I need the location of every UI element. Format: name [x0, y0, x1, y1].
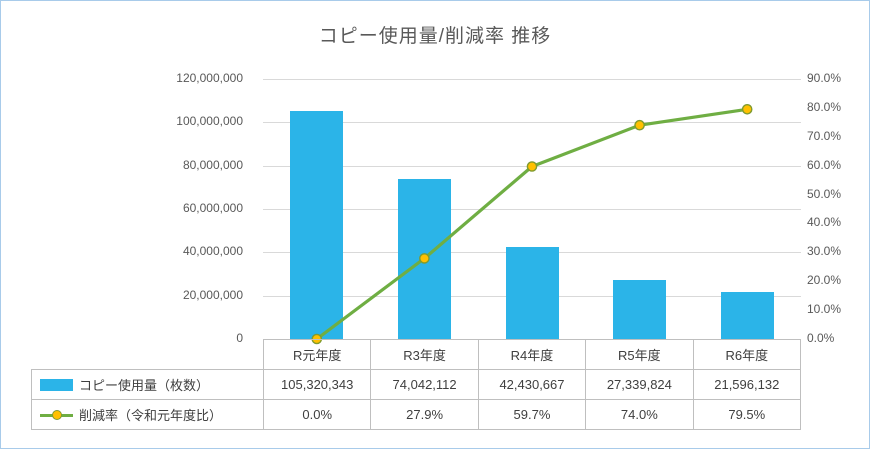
legend-label: 削減率（令和元年度比）	[79, 407, 223, 423]
gridline	[263, 79, 801, 80]
category-row: R元年度 R3年度 R4年度 R5年度 R6年度	[32, 339, 802, 370]
left-axis-tick: 40,000,000	[182, 244, 243, 259]
right-axis-tick: 40.0%	[807, 215, 842, 230]
bar	[613, 279, 667, 339]
right-axis-tick: 20.0%	[807, 273, 842, 288]
line-marker-icon	[419, 253, 430, 264]
marker-icon	[51, 409, 62, 420]
bar	[290, 110, 344, 339]
bar-legend-swatch	[40, 378, 73, 391]
line-marker-icon	[741, 103, 753, 115]
right-axis-tick: 0.0%	[807, 331, 835, 345]
left-axis: 0 20,000,000 40,000,000 60,000,000 80,000,00…	[151, 71, 251, 345]
left-axis-tick: 20,000,000	[182, 287, 243, 302]
line-legend-swatch	[40, 409, 73, 421]
legend-cell: 削減率（令和元年度比）	[31, 398, 264, 430]
line-marker-icon	[634, 119, 645, 131]
value-cell: 27,339,824	[585, 368, 694, 400]
left-axis-tick: 80,000,000	[182, 157, 243, 172]
bar	[505, 247, 559, 339]
category-label: R4年度	[477, 339, 587, 370]
right-axis-tick: 90.0%	[807, 71, 842, 85]
right-axis-tick: 30.0%	[807, 244, 842, 259]
table-row: コピー使用量（枚数） 105,320,343 74,042,112 42,430,66…	[31, 368, 802, 400]
left-axis-tick: 0	[236, 331, 243, 345]
value-cell: 59.7%	[477, 398, 587, 430]
gridline	[263, 122, 801, 124]
right-axis-tick: 60.0%	[807, 157, 842, 172]
line-marker-icon	[526, 161, 538, 172]
legend-label: コピー使用量（枚数）	[79, 377, 210, 393]
left-axis-tick: 120,000,000	[176, 71, 243, 85]
line-series	[311, 103, 753, 345]
category-label: R6年度	[692, 339, 802, 370]
right-axis-tick: 50.0%	[807, 186, 842, 201]
right-axis-tick: 10.0%	[807, 302, 842, 317]
plot-area	[263, 79, 801, 345]
reduction-line	[315, 107, 748, 341]
category-label: R5年度	[585, 339, 694, 370]
category-label: R元年度	[262, 339, 372, 370]
value-cell: 74,042,112	[370, 368, 479, 400]
value-cell: 79.5%	[692, 398, 802, 430]
value-cell: 21,596,132	[692, 368, 802, 400]
legend-cell: コピー使用量（枚数）	[31, 368, 264, 400]
data-table: R元年度 R3年度 R4年度 R5年度 R6年度コピー使用量（枚数） 105,320,34…	[31, 339, 802, 430]
left-axis-tick: 100,000,000	[176, 114, 243, 129]
gridline	[263, 209, 801, 210]
value-cell: 42,430,667	[477, 368, 587, 400]
right-axis: 0.0% 10.0% 20.0% 30.0% 40.0% 50.0% 60.0% 70.0% 8…	[807, 71, 867, 345]
bar	[720, 292, 774, 339]
right-axis-tick: 70.0%	[807, 128, 842, 143]
table-row: 削減率（令和元年度比） 0.0% 27.9% 59.7% 74.0% 79.5%	[31, 398, 802, 430]
value-cell: 0.0%	[262, 398, 372, 430]
value-cell: 105,320,343	[262, 368, 372, 400]
chart-title: コピー使用量/削減率 推移	[318, 26, 552, 47]
table-corner	[32, 340, 264, 370]
right-axis-tick: 80.0%	[807, 99, 842, 114]
left-axis-tick: 60,000,000	[182, 201, 243, 215]
value-cell: 74.0%	[585, 398, 694, 430]
value-cell: 27.9%	[370, 398, 479, 430]
category-label: R3年度	[370, 339, 479, 370]
